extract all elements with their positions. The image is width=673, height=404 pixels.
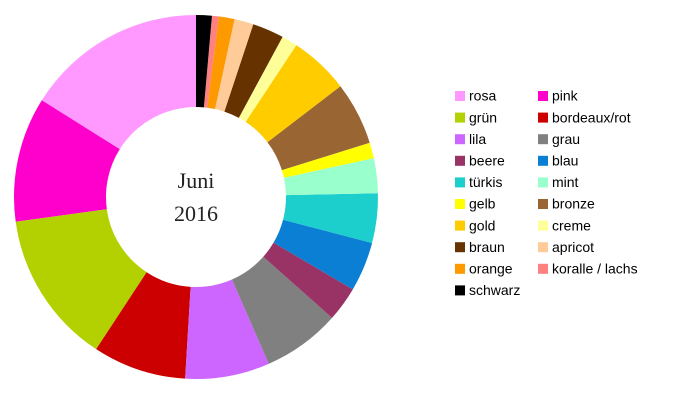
legend-label: orange [469,261,513,277]
slice [41,15,197,150]
slice [263,242,353,318]
slice [224,24,283,118]
legend-swatch [538,242,548,253]
slice [203,15,219,108]
slice [273,219,373,290]
slice [231,256,333,364]
legend-swatch [538,155,548,166]
legend-swatch [455,285,465,296]
legend-swatch [455,263,465,274]
legend-swatch [538,134,548,145]
legend-label: gelb [469,196,496,212]
legend-label: türkis [469,174,502,190]
legend-swatch [538,177,548,188]
legend-swatch [455,91,465,101]
legend-label: bronze [552,196,595,212]
legend-swatch [538,199,548,209]
legend-swatch [455,177,465,188]
center-title: Juni [178,168,215,193]
legend-swatch [455,112,465,123]
legend-label: apricot [552,239,594,255]
legend-label: grau [552,131,580,147]
legend-label: blau [552,153,578,169]
slice [281,142,374,178]
legend-label: beere [469,153,505,169]
legend-swatch [455,242,465,253]
legend-swatch [455,199,465,209]
slice [207,16,235,110]
legend-swatch [538,220,548,231]
donut [14,15,378,379]
legend-label: lila [469,131,486,147]
legend-label: grün [469,109,497,125]
legend-label: koralle / lachs [552,261,638,277]
slice [267,86,370,171]
legend-swatch [538,112,548,123]
slice [185,279,269,379]
legend-label: pink [552,88,579,104]
legend-label: bordeaux/rot [552,109,631,125]
legend-label: rosa [469,88,496,104]
legend-swatch [538,91,548,101]
center-subtitle: 2016 [174,201,218,226]
slice [245,45,341,143]
slice [215,19,254,112]
slice [283,193,378,244]
slice [238,36,297,122]
legend-label: creme [552,217,591,233]
slice [14,100,120,222]
legend-swatch [538,263,548,274]
legend-label: gold [469,217,495,233]
legend-label: braun [469,239,505,255]
legend-label: schwarz [469,282,520,298]
legend-swatch [455,155,465,166]
legend-swatch [455,134,465,145]
legend: rosa pink grün bordeaux/rot lila grau beere bla… [455,88,638,298]
slice [15,209,147,350]
slice [283,158,378,196]
slice [196,15,212,108]
legend-label: mint [552,174,579,190]
legend-swatch [455,220,465,231]
slice [96,272,191,379]
